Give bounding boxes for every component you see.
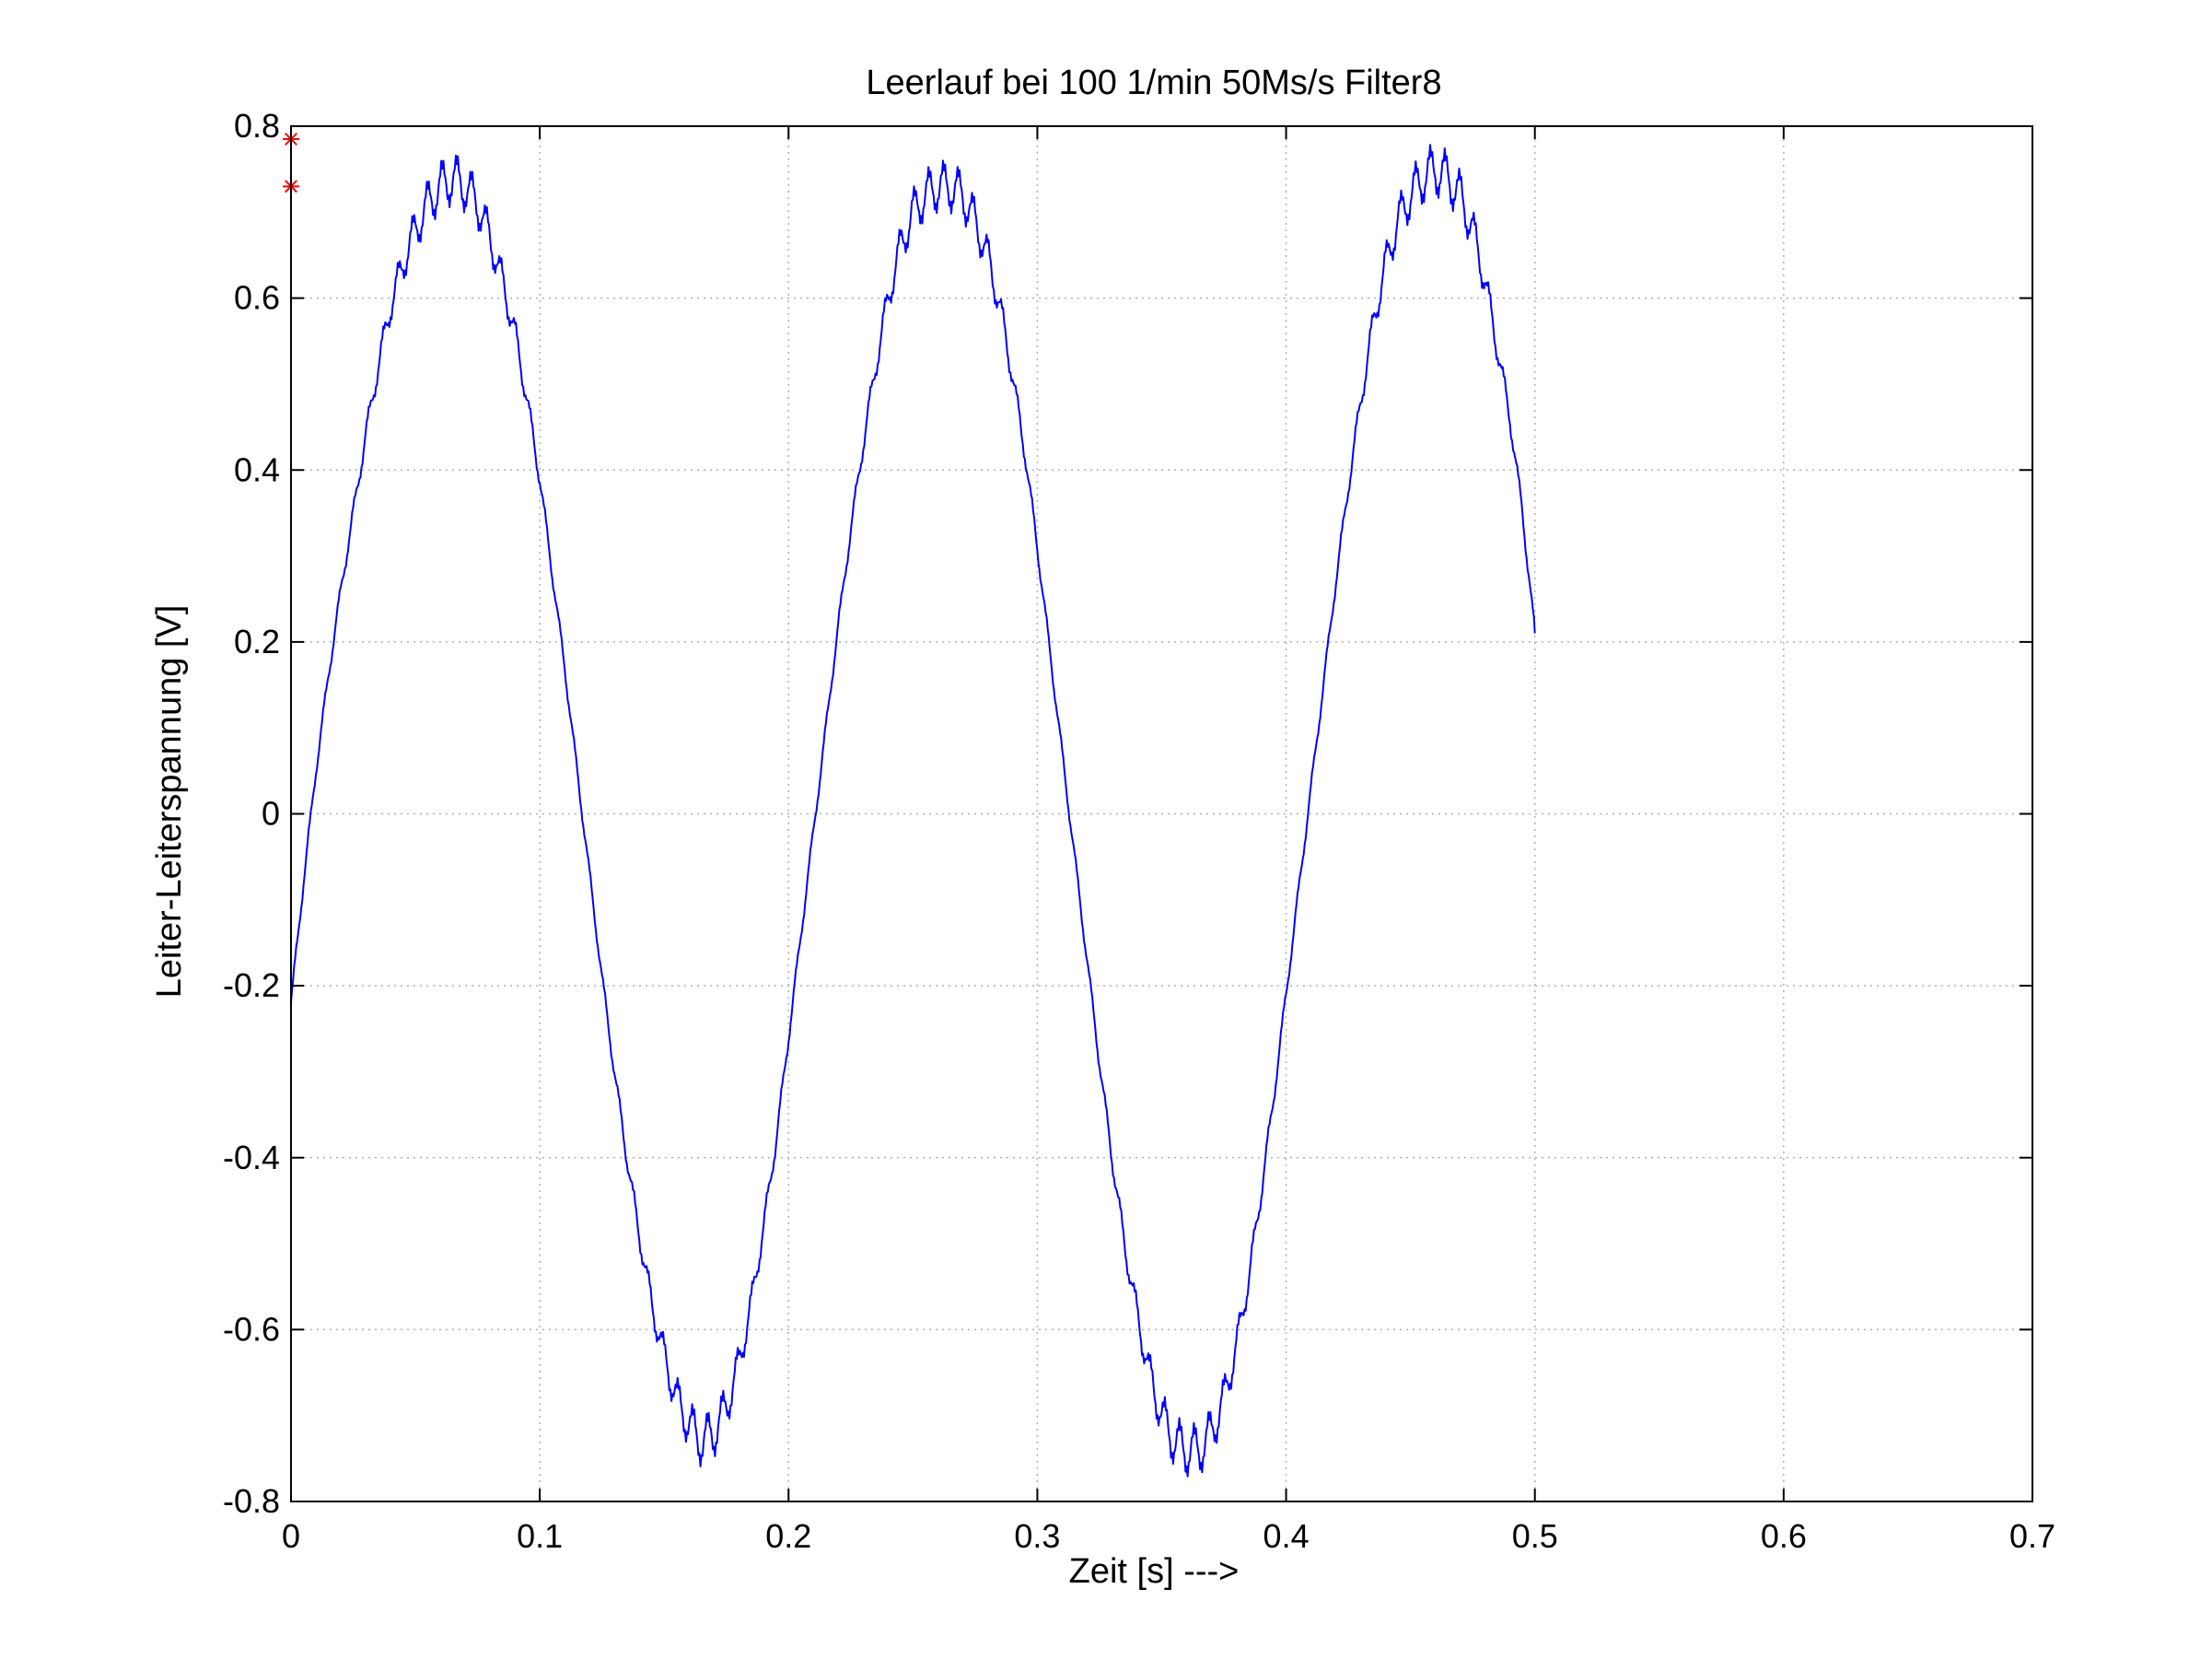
x-tick-label: 0.4 <box>1263 1517 1310 1555</box>
y-tick-label: 0.8 <box>234 107 280 145</box>
x-tick-label: 0.3 <box>1014 1517 1060 1555</box>
x-tick-label: 0 <box>282 1517 300 1555</box>
x-tick-label: 0.6 <box>1761 1517 1807 1555</box>
y-tick-label: -0.2 <box>223 966 280 1004</box>
tick-layer: 0 0.1 0.2 0.3 0.4 0.5 0.6 0.7 -0.8 -0.6 -0.4 -0.2 0 0… <box>223 107 2055 1555</box>
y-tick-label: 0.4 <box>234 450 280 488</box>
x-tick-label: 0.1 <box>517 1517 563 1555</box>
y-axis-title: Leiter-Leiterspannung [V] <box>150 605 189 999</box>
x-axis-title: Zeit [s] ---> <box>1069 1552 1240 1591</box>
x-tick-label: 0.5 <box>1512 1517 1558 1555</box>
y-tick-label: -0.4 <box>223 1139 280 1176</box>
chart-title: Leerlauf bei 100 1/min 50Ms/s Filter8 <box>866 64 1441 102</box>
x-tick-label: 0.7 <box>2009 1517 2055 1555</box>
y-tick-label: 0.2 <box>234 623 280 660</box>
y-tick-label: 0.6 <box>234 279 280 317</box>
y-tick-label: -0.6 <box>223 1310 280 1348</box>
y-tick-label: -0.8 <box>223 1482 280 1520</box>
series-line <box>290 144 1536 1478</box>
x-tick-label: 0.2 <box>765 1517 811 1555</box>
y-tick-label: 0 <box>262 795 280 833</box>
